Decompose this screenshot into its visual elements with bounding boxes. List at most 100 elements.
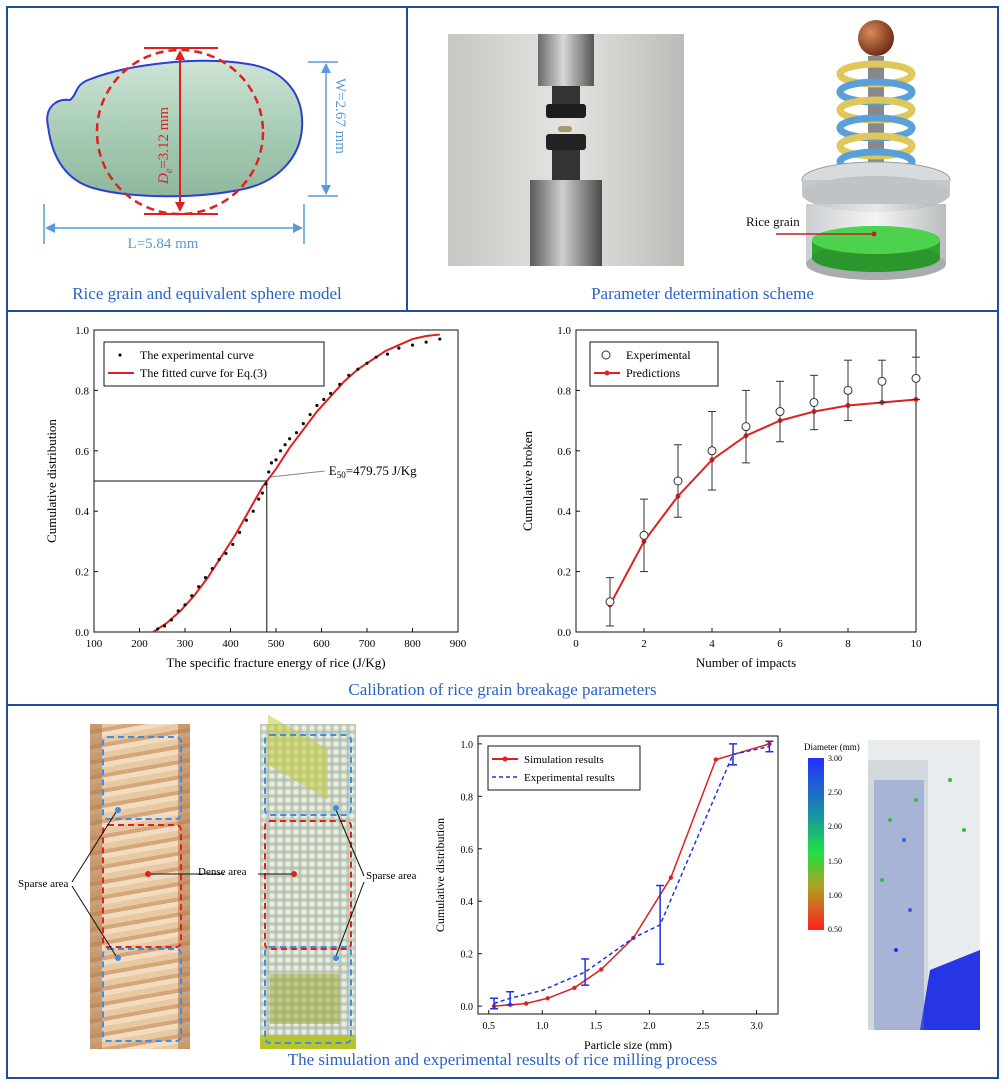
y-axis-label: Cumulative broken [520, 431, 535, 532]
x-tick-label: 800 [404, 638, 421, 650]
x-axis-label: Number of impacts [696, 655, 796, 670]
experimental-point [438, 337, 442, 341]
simulation-point [524, 1001, 529, 1006]
experimental-point [210, 566, 214, 571]
rice-grain-label: Rice grain [746, 214, 800, 229]
x-tick-label: 2.5 [697, 1021, 710, 1032]
colorbar-tick: 2.00 [828, 822, 842, 832]
experimental-point [707, 446, 717, 456]
experimental-point [274, 458, 278, 462]
simulated-milling-photo [260, 714, 356, 1049]
y-tick-label: 0.4 [557, 506, 571, 518]
impact-apparatus-diagram [776, 20, 951, 280]
de-label: De=3.12 mm [156, 107, 175, 185]
caption-milling: The simulation and experimental results … [287, 1050, 718, 1069]
y-tick-label: 0.8 [75, 385, 89, 397]
sparse-region-box-top-right [264, 734, 352, 816]
particle-size-chart: 0.5 1.0 1.5 2.0 2.5 3.0 0.0 0.2 0.4 0.6 0.8 1.0 Part… [433, 735, 779, 1052]
y-tick-label: 0.6 [75, 446, 89, 458]
rice-model-panel: De=3.12 mm W=2.67 mm L=5.84 mm Rice grai… [6, 6, 408, 312]
experimental-point [315, 403, 319, 408]
simulation-point [713, 757, 719, 762]
sparse-area-label-left: Sparse area [18, 878, 69, 890]
y-tick-label: 0.6 [557, 446, 571, 458]
y-tick-label: 0.6 [461, 845, 474, 856]
experimental-point [162, 624, 167, 628]
legend-box [589, 341, 719, 387]
experimental-point [322, 397, 326, 402]
x-tick-label: 3.0 [750, 1021, 763, 1032]
experimental-point [877, 376, 887, 386]
legend-label: Experimental [626, 348, 691, 362]
fracture-energy-chart: 100 200 300 400 500 600 700 800 900 0.0 0.2 0.4 0.6 0… [44, 325, 467, 670]
y-tick-label: 0.4 [75, 506, 89, 518]
experimental-point [190, 594, 194, 598]
spring-coils [836, 60, 916, 176]
scheme-panel: Rice grain Parameter determination schem… [406, 6, 999, 312]
sparse-region-box-top-left [102, 736, 182, 820]
y-axis-label: Cumulative distribution [433, 818, 447, 932]
x-tick-label: 600 [313, 638, 330, 650]
fitted-curve-line [152, 333, 440, 633]
experimental-point [639, 530, 649, 540]
x-tick-label: 900 [450, 638, 467, 650]
x-tick-label: 500 [268, 638, 285, 650]
colorbar-title: Diameter (mm) [804, 742, 860, 752]
legend-marker [604, 370, 610, 376]
experimental-point [197, 585, 201, 589]
experimental-point [288, 437, 292, 441]
milling-annotations [71, 805, 365, 961]
plot-frame [477, 735, 779, 1015]
y-tick-label: 0.0 [75, 627, 89, 639]
colorbar-tick: 2.50 [828, 788, 842, 798]
plot-frame [575, 329, 917, 633]
caption-calibration: Calibration of rice grain breakage param… [348, 680, 657, 699]
x-tick-label: 8 [845, 638, 851, 650]
x-tick-label: 0.5 [482, 1021, 495, 1032]
calibration-panel: 100 200 300 400 500 600 700 800 900 0.0 0.2 0.4 0.6 0… [6, 310, 999, 706]
cumulative-broken-chart: 0 2 4 6 8 10 0.0 0.2 0.4 0.6 0.8 1.0 Number of impac… [520, 325, 922, 670]
experimental-point [257, 497, 261, 501]
sparse-area-label-right: Sparse area [366, 870, 417, 882]
y-tick-label: 1.0 [557, 325, 571, 337]
x-axis-label: Particle size (mm) [584, 1038, 672, 1052]
x-tick-label: 2 [641, 638, 647, 650]
experimental-point [605, 597, 615, 607]
prediction-line [609, 398, 917, 606]
legend-box [487, 745, 641, 791]
experimental-point [424, 340, 428, 344]
experimental-point [775, 407, 785, 417]
x-tick-label: 100 [86, 638, 103, 650]
legend-label: Simulation results [524, 754, 604, 766]
y-tick-label: 1.0 [461, 740, 474, 751]
experimental-point [843, 385, 853, 395]
x-tick-label: 200 [131, 638, 148, 650]
experimental-point [365, 361, 369, 365]
sparse-region-box-bottom-left [102, 948, 182, 1042]
experimental-point [260, 491, 264, 495]
experimental-point [217, 557, 221, 562]
experimental-point [224, 551, 228, 556]
experimental-point [397, 346, 401, 350]
experimental-point [203, 576, 208, 580]
experimental-point [911, 373, 921, 383]
x-tick-label: 400 [222, 638, 239, 650]
experimental-milling-photo [90, 724, 190, 1049]
experimental-point [238, 530, 242, 534]
y-tick-label: 0.0 [461, 1002, 474, 1013]
rice-grain-shape [46, 59, 304, 198]
y-tick-label: 1.0 [75, 325, 89, 337]
legend-marker [502, 756, 508, 762]
experimental-point [410, 343, 415, 347]
x-tick-label: 6 [777, 638, 783, 650]
colorbar-tick: 1.50 [828, 856, 842, 866]
e50-annotation: E50=479.75 J/Kg [329, 463, 417, 480]
experimental-point [169, 618, 173, 622]
legend-label: The fitted curve for Eq.(3) [140, 366, 267, 380]
x-axis-label: The specific fracture energy of rice (J/… [166, 655, 385, 670]
simulation-point [599, 967, 604, 972]
width-label: W=2.67 mm [332, 78, 348, 154]
experimental-point [308, 412, 312, 417]
experimental-point [741, 422, 751, 432]
x-tick-label: 0 [573, 638, 579, 650]
